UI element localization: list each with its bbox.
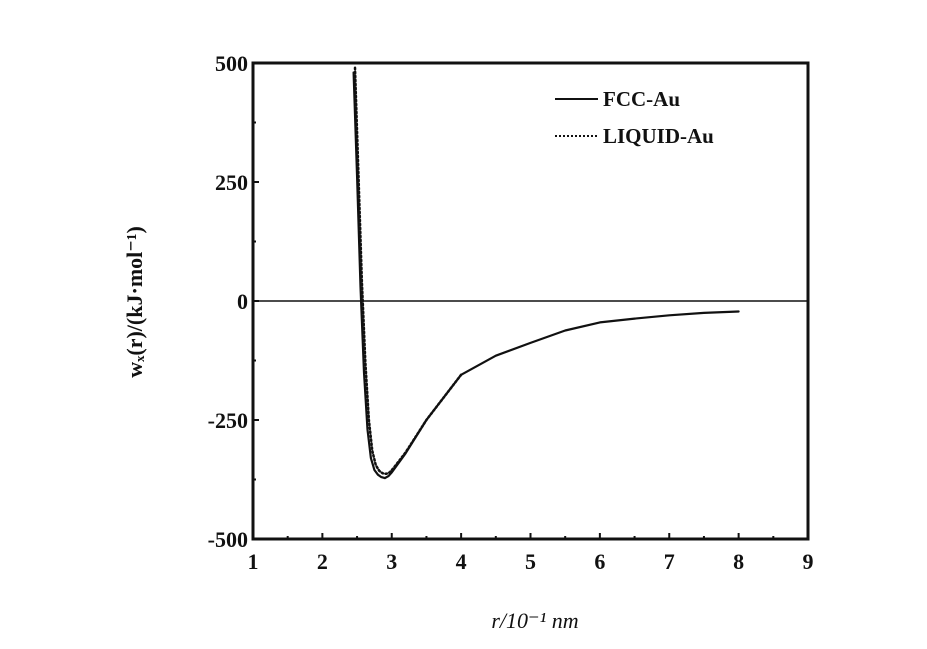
- axes: [251, 61, 810, 541]
- x-tick-label: 7: [664, 549, 675, 574]
- y-tick-label: 250: [215, 170, 248, 195]
- series-line-fcc-au: [352, 71, 740, 480]
- y-tick-label: 0: [237, 289, 248, 314]
- x-tick-label: 6: [594, 549, 605, 574]
- legend: FCC-Au LIQUID-Au: [555, 87, 714, 148]
- x-tick-label: 8: [733, 549, 744, 574]
- y-axis-label: wₓ(r)/(kJ·mol⁻¹): [122, 226, 147, 378]
- x-tick-label: 9: [803, 549, 814, 574]
- x-tick-label: 5: [525, 549, 536, 574]
- y-tick-label: -250: [208, 408, 248, 433]
- y-tick-label: -500: [208, 527, 248, 552]
- x-axis-label: r/10⁻¹ nm: [491, 608, 578, 633]
- x-tick-label: 2: [317, 549, 328, 574]
- series-line-liquid-au: [353, 66, 463, 476]
- y-tick-label: 500: [215, 51, 248, 76]
- series: [352, 66, 740, 480]
- x-tick-label: 1: [248, 549, 259, 574]
- legend-label-fcc: FCC-Au: [603, 87, 680, 111]
- x-tick-label: 4: [456, 549, 467, 574]
- ticks: 1 2 3 4 5 6 7 8 9 500 250 0 -250 -500: [208, 51, 814, 574]
- x-tick-label: 3: [386, 549, 397, 574]
- legend-label-liquid: LIQUID-Au: [603, 124, 714, 148]
